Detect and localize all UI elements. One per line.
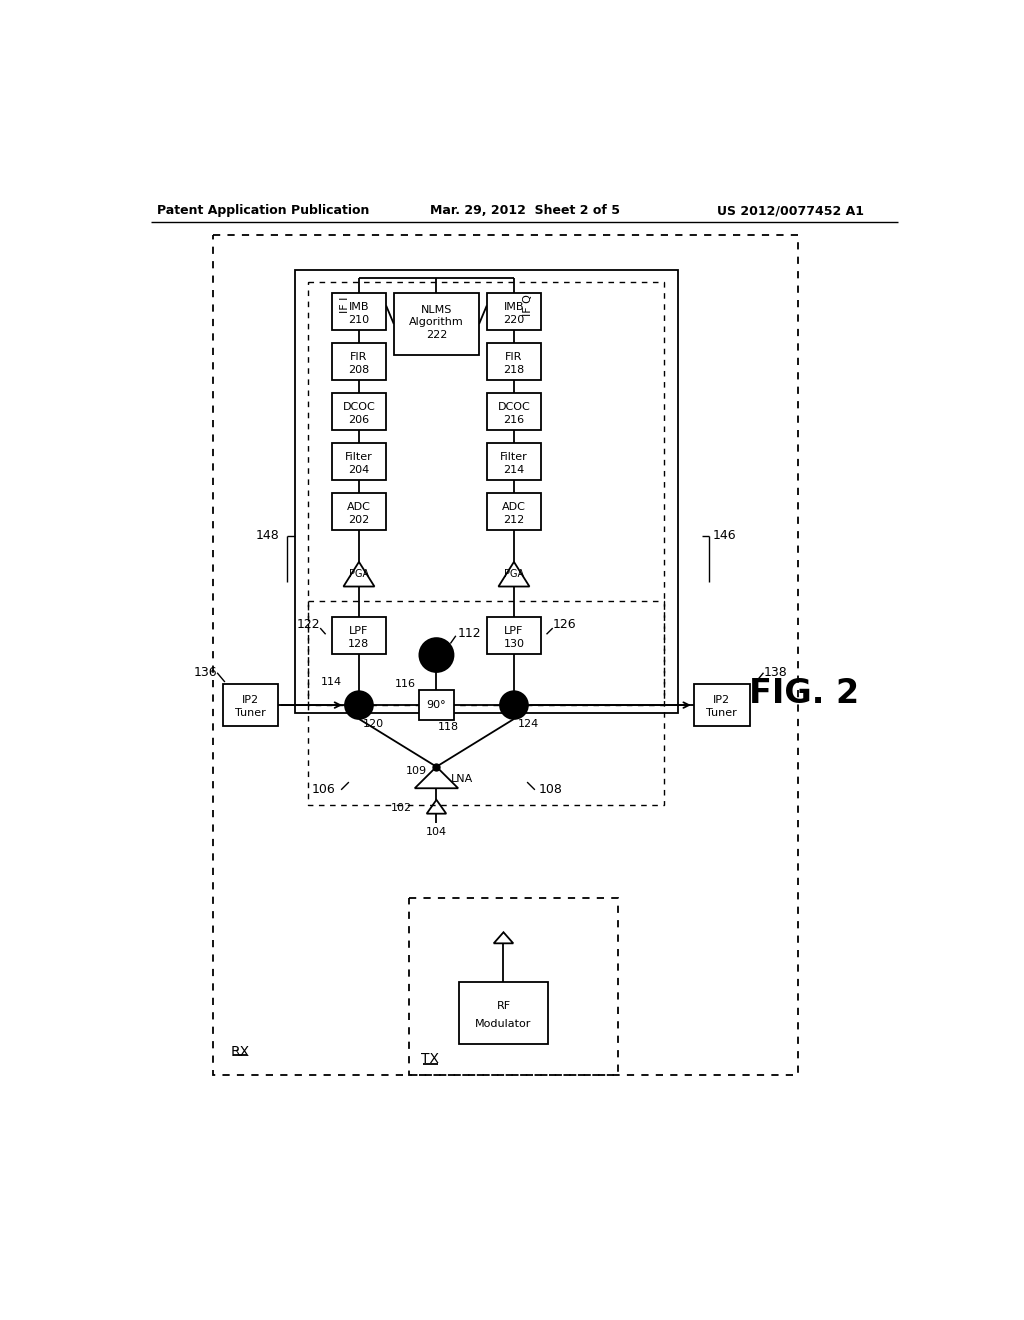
Text: 220: 220 [504, 314, 524, 325]
Text: DCOC: DCOC [498, 403, 530, 412]
Text: RX: RX [230, 1044, 250, 1059]
Bar [394, 293, 479, 355]
Bar [213, 235, 799, 1074]
Text: Modulator: Modulator [475, 1019, 531, 1030]
Text: 222: 222 [426, 330, 447, 339]
Text: 108: 108 [539, 783, 562, 796]
Text: 202: 202 [348, 515, 370, 525]
Text: IP2: IP2 [713, 696, 730, 705]
Text: 210: 210 [348, 314, 370, 325]
Text: FIR: FIR [505, 352, 522, 362]
Text: 102: 102 [390, 803, 412, 813]
Text: 130: 130 [504, 639, 524, 649]
Text: 204: 204 [348, 465, 370, 475]
Text: 148: 148 [255, 529, 280, 543]
Text: LPF: LPF [504, 627, 523, 636]
Bar [486, 343, 541, 380]
Text: Filter: Filter [345, 453, 373, 462]
Bar [486, 393, 541, 430]
Text: 208: 208 [348, 364, 370, 375]
Text: ADC: ADC [347, 503, 371, 512]
Bar [486, 444, 541, 480]
Text: 124: 124 [518, 718, 539, 729]
Bar [222, 684, 279, 726]
Text: 116: 116 [394, 678, 416, 689]
Text: 104: 104 [426, 826, 447, 837]
Text: 114: 114 [321, 677, 342, 686]
Text: PGA: PGA [504, 569, 524, 579]
Text: PGA: PGA [349, 569, 369, 579]
Text: Tuner: Tuner [707, 708, 737, 718]
Bar [295, 271, 678, 713]
Text: IF I: IF I [340, 297, 350, 313]
Text: Algorithm: Algorithm [409, 317, 464, 327]
Text: IMB: IMB [349, 302, 370, 313]
Bar [332, 393, 386, 430]
Circle shape [420, 638, 454, 672]
Text: IMB: IMB [504, 302, 524, 313]
Text: DCOC: DCOC [343, 403, 376, 412]
Text: RF: RF [497, 1001, 511, 1011]
Bar [332, 618, 386, 655]
Text: TX: TX [421, 1052, 439, 1067]
Bar [486, 494, 541, 531]
Text: Filter: Filter [500, 453, 527, 462]
Text: 206: 206 [348, 414, 370, 425]
Bar [308, 601, 665, 805]
Text: ADC: ADC [502, 503, 526, 512]
Text: 216: 216 [504, 414, 524, 425]
Text: FIR: FIR [350, 352, 368, 362]
Text: 136: 136 [194, 667, 217, 680]
Text: LPF: LPF [349, 627, 369, 636]
Text: NLMS: NLMS [421, 305, 453, 315]
Text: IP2: IP2 [242, 696, 259, 705]
Text: 214: 214 [504, 465, 524, 475]
Text: Mar. 29, 2012  Sheet 2 of 5: Mar. 29, 2012 Sheet 2 of 5 [430, 205, 620, 218]
Circle shape [500, 692, 528, 719]
Text: 122: 122 [297, 618, 321, 631]
Text: Patent Application Publication: Patent Application Publication [158, 205, 370, 218]
Text: 112: 112 [458, 627, 481, 640]
Text: 90°: 90° [427, 700, 446, 710]
Bar [308, 281, 665, 705]
Bar [332, 494, 386, 531]
Text: 138: 138 [764, 667, 787, 680]
Bar [459, 982, 548, 1044]
Bar [332, 444, 386, 480]
Text: 109: 109 [407, 766, 427, 776]
Text: 128: 128 [348, 639, 370, 649]
Bar [693, 684, 750, 726]
Text: LNA: LNA [451, 774, 473, 784]
Bar [409, 898, 617, 1074]
Bar [332, 343, 386, 380]
Text: 118: 118 [438, 722, 459, 731]
Bar [332, 293, 386, 330]
Text: 126: 126 [553, 618, 577, 631]
Text: Tuner: Tuner [236, 708, 266, 718]
Circle shape [345, 692, 373, 719]
Text: IF Q: IF Q [523, 294, 532, 315]
Text: 146: 146 [713, 529, 736, 543]
Text: 212: 212 [504, 515, 524, 525]
Text: FIG. 2: FIG. 2 [749, 677, 859, 710]
Text: 106: 106 [312, 783, 336, 796]
Text: US 2012/0077452 A1: US 2012/0077452 A1 [717, 205, 864, 218]
Bar [486, 293, 541, 330]
Text: 218: 218 [504, 364, 524, 375]
Bar [486, 618, 541, 655]
Bar [420, 690, 454, 719]
Text: 120: 120 [362, 718, 384, 729]
